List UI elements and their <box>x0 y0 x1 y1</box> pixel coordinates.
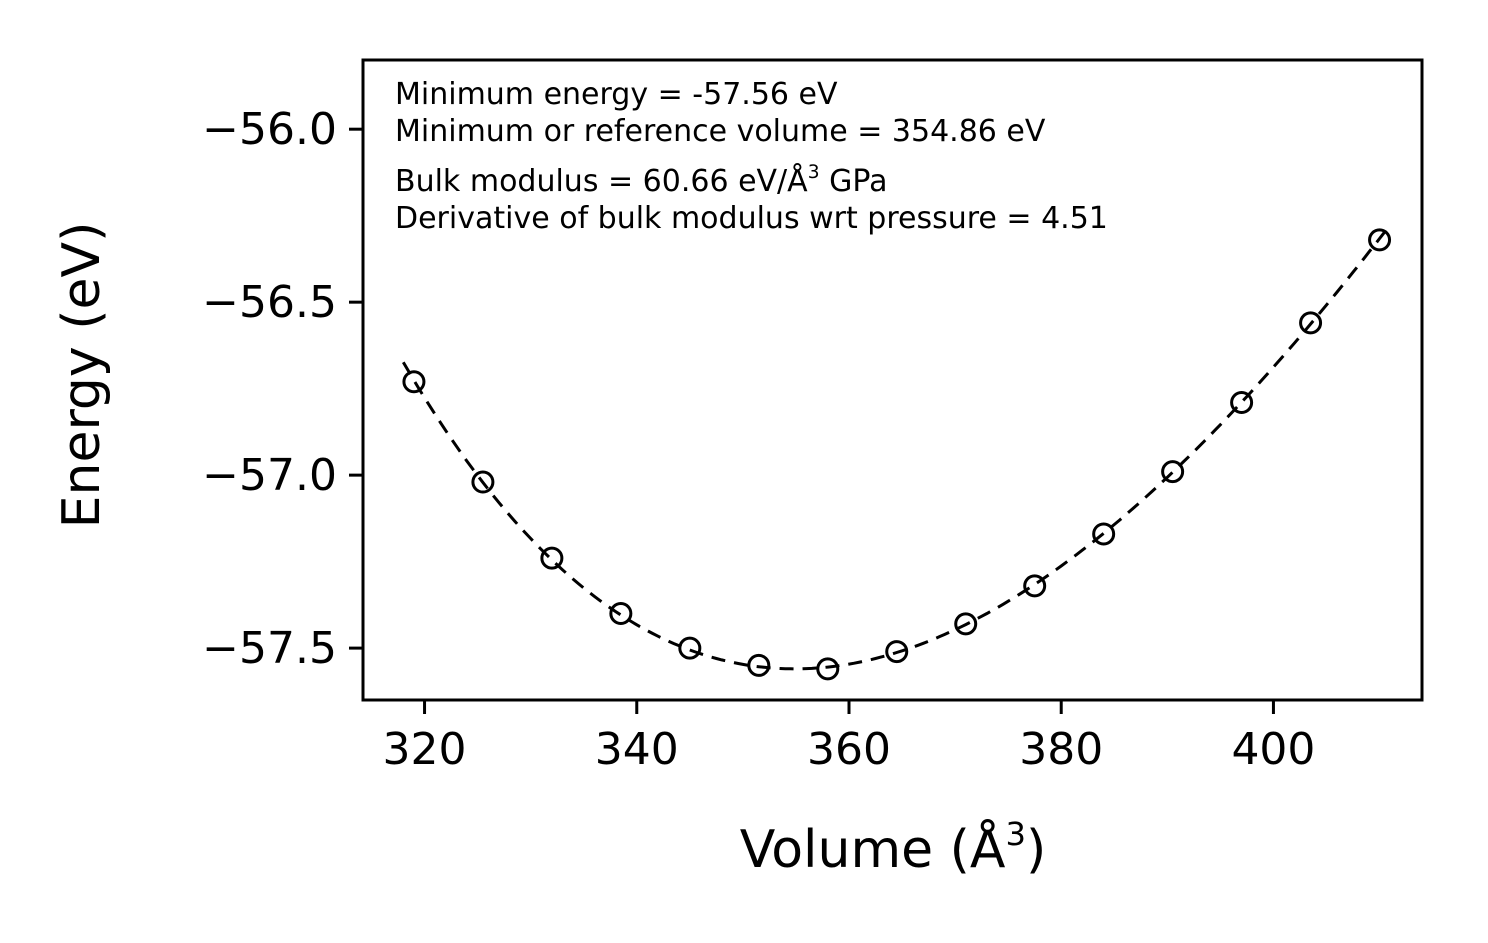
x-axis-label-superscript: 3 <box>1005 815 1027 854</box>
x-tick-label: 340 <box>595 724 679 775</box>
data-point-marker <box>954 612 978 636</box>
x-axis-label-prefix: Volume (Å <box>739 820 1006 880</box>
birch-murnaghan-fit-curve <box>402 230 1387 671</box>
annotation-bulk-modulus: Bulk modulus = 60.66 eV/Å3 GPa <box>395 162 888 199</box>
y-axis-label: Energy (eV) <box>52 221 112 529</box>
annotation-minimum-energy: Minimum energy = -57.56 eV <box>395 77 838 112</box>
y-tick-label: −57.5 <box>202 623 337 674</box>
data-point-marker <box>1299 311 1323 335</box>
y-tick-label: −56.5 <box>202 277 337 328</box>
fit-results-annotation: Minimum energy = -57.56 eV Minimum or re… <box>395 76 1108 237</box>
x-tick-label: 380 <box>1019 724 1103 775</box>
bulk-modulus-superscript: 3 <box>807 162 820 184</box>
y-tick-label: −57.0 <box>202 450 337 501</box>
axes-frame <box>361 58 1424 702</box>
x-tick-label: 400 <box>1231 724 1315 775</box>
data-point-marker <box>747 653 771 677</box>
data-point-marker <box>885 640 909 664</box>
data-point-marker <box>1230 390 1254 414</box>
x-axis-label-suffix: ) <box>1026 820 1047 880</box>
data-point-marker <box>678 636 702 660</box>
data-point-marker <box>1023 574 1047 598</box>
data-point-marker <box>609 602 633 626</box>
annotation-reference-volume: Minimum or reference volume = 354.86 eV <box>395 114 1046 149</box>
data-point-marker <box>471 470 495 494</box>
data-point-marker <box>816 657 840 681</box>
annotation-bulk-modulus-derivative: Derivative of bulk modulus wrt pressure … <box>395 201 1108 236</box>
x-tick-label: 320 <box>383 724 467 775</box>
data-point-marker <box>1368 228 1392 252</box>
data-point-marker <box>1161 460 1185 484</box>
data-point-marker <box>540 546 564 570</box>
x-axis-label: Volume (Å3) <box>739 818 1047 880</box>
y-tick-label: −56.0 <box>202 104 337 155</box>
data-point-marker <box>1092 522 1116 546</box>
x-tick-label: 360 <box>807 724 891 775</box>
data-point-marker <box>402 370 426 394</box>
